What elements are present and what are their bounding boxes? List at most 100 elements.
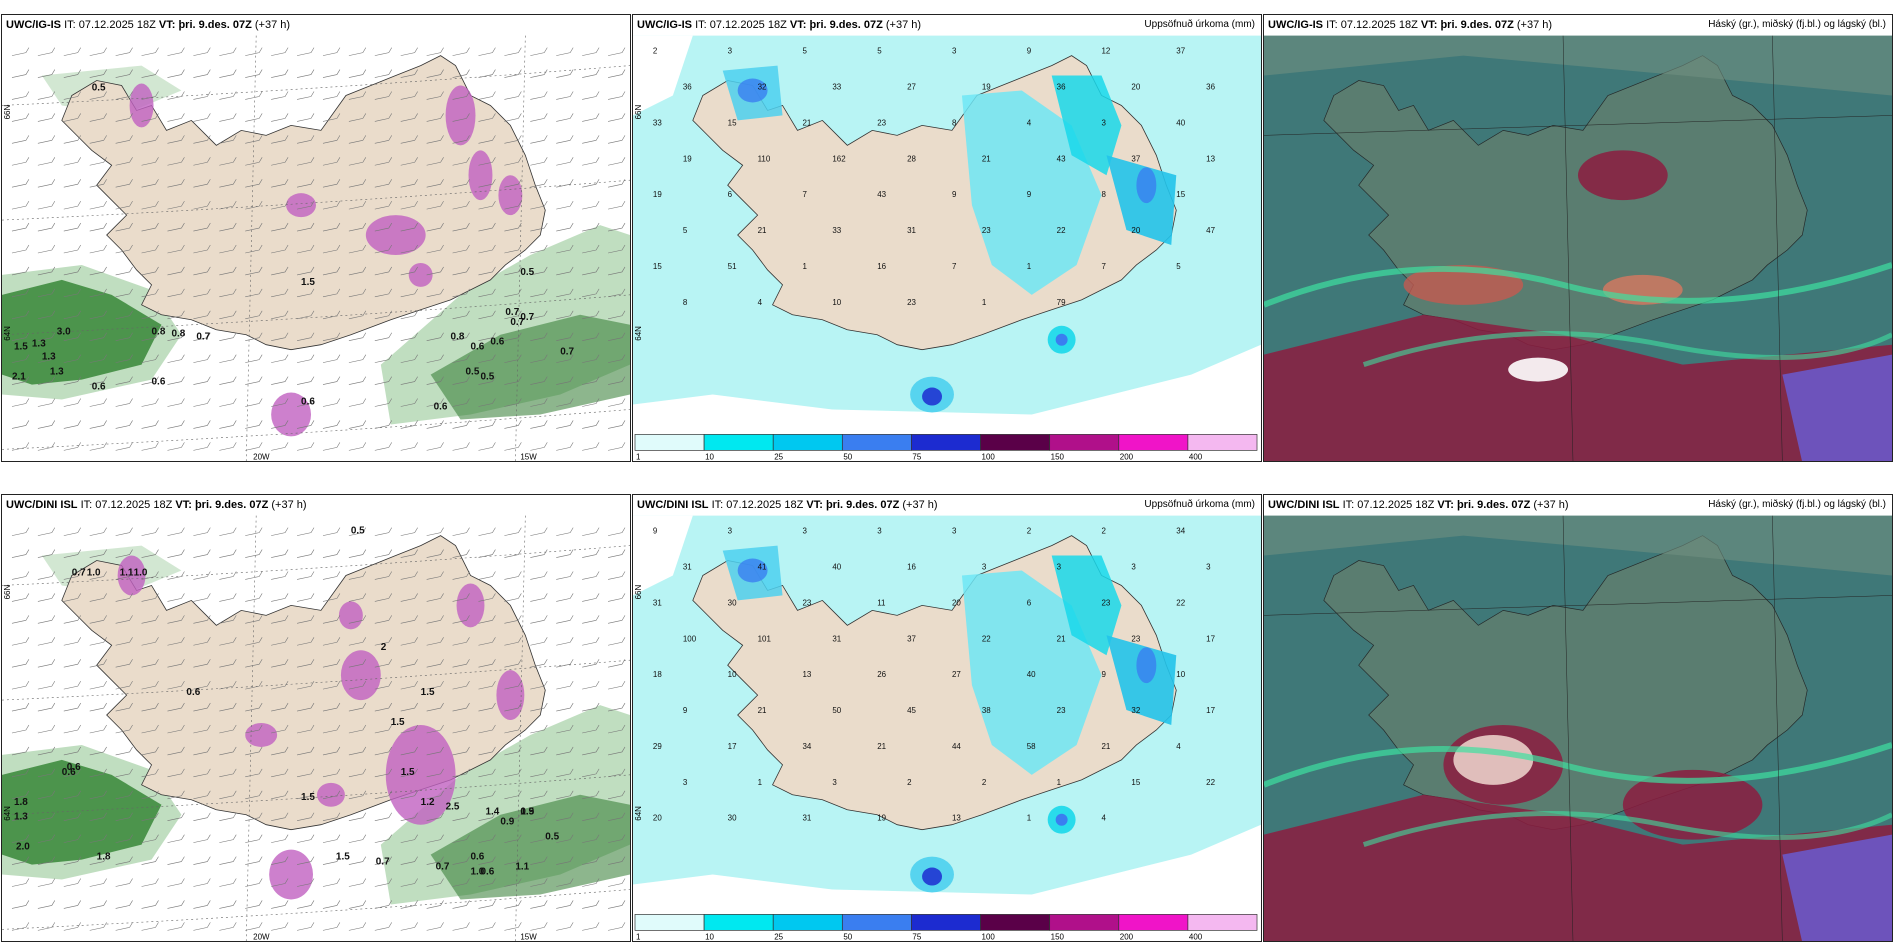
wind-barb <box>426 135 444 144</box>
legend-tick-label: 1 <box>636 452 641 461</box>
wind-barb <box>271 527 289 536</box>
precip-value-label: 37 <box>1131 154 1140 163</box>
wind-barb <box>63 659 82 668</box>
wind-barb <box>296 746 315 756</box>
wind-barb <box>400 680 418 690</box>
precip-value-label: 36 <box>1057 83 1066 92</box>
precip-value-label: 17 <box>1206 706 1215 715</box>
wind-barb <box>374 680 393 690</box>
dry-sea-area <box>633 515 693 596</box>
wind-barb <box>141 571 159 580</box>
wind-barb <box>556 398 574 407</box>
wind-barb <box>37 878 56 887</box>
wind-barb <box>271 659 289 668</box>
wind-barb <box>11 593 30 602</box>
legend-tick-label: 25 <box>774 932 783 941</box>
wind-value-label: 1.5 <box>391 717 405 728</box>
wind-barb <box>89 179 107 188</box>
wind-barb <box>452 746 470 756</box>
wind-barb <box>141 244 159 254</box>
wind-barb <box>193 222 211 232</box>
panel-header: UWC/DINI ISL IT: 07.12.2025 18Z VT: þri.… <box>1264 495 1892 515</box>
wind-barb <box>400 266 418 276</box>
wind-barb <box>348 420 367 429</box>
wind-barb <box>296 69 315 78</box>
precip-value-label: 3 <box>1057 563 1062 572</box>
wind-barb <box>89 549 107 558</box>
latitude-line <box>2 889 630 930</box>
wind-barb <box>530 135 548 144</box>
lat-label-bottom: 64N <box>634 326 643 341</box>
wind-barb <box>426 157 444 166</box>
mid-cloud-area <box>1782 354 1892 461</box>
wind-barb <box>478 834 496 843</box>
wind-barb <box>478 615 496 624</box>
wind-barb <box>167 746 185 756</box>
wind-barb <box>374 376 393 385</box>
wind-barb <box>89 900 107 909</box>
wind-barb <box>556 135 574 144</box>
wind-barb <box>115 659 133 668</box>
wind-barb <box>11 900 30 909</box>
precip-core <box>1055 333 1068 346</box>
wind-barb <box>582 91 600 100</box>
wind-barb <box>400 615 418 624</box>
vt-label: VT: <box>1420 19 1438 31</box>
wind-barb <box>63 527 82 536</box>
wind-barb <box>115 288 133 298</box>
wind-barb <box>452 900 470 909</box>
precip-value-label: 1 <box>1057 778 1062 787</box>
precip-blob <box>408 262 433 287</box>
wind-barb <box>478 593 496 602</box>
field-title: Uppsöfnuð úrkoma (mm) <box>1144 19 1255 30</box>
wind-barb <box>271 834 289 843</box>
wind-barb <box>582 113 600 122</box>
wind-barb <box>141 527 159 536</box>
wind-barb <box>426 768 444 778</box>
wind-barb <box>426 571 444 580</box>
wind-barb <box>452 113 470 122</box>
wind-barb <box>504 834 522 843</box>
wind-barb <box>296 310 315 320</box>
wind-barb <box>478 856 496 865</box>
wind-barb <box>322 812 341 822</box>
wind-barb <box>400 768 418 778</box>
wind-barb <box>530 332 548 342</box>
wind-barb <box>193 47 211 56</box>
wind-barb <box>271 702 289 712</box>
wind-barb <box>374 549 393 558</box>
precip-value-label: 3 <box>1206 563 1211 572</box>
wind-barb <box>478 702 496 712</box>
wind-barb <box>271 310 289 320</box>
wind-barb <box>608 922 626 931</box>
wind-barb <box>219 420 237 429</box>
wind-barb <box>530 354 548 363</box>
wind-barb <box>89 724 107 734</box>
wind-barb <box>63 354 82 363</box>
wind-barb <box>530 91 548 100</box>
wind-barb <box>11 834 30 843</box>
wind-value-label: 0.9 <box>500 817 514 828</box>
wind-barb <box>452 288 470 298</box>
precip-value-label: 4 <box>1102 814 1107 823</box>
wind-barb <box>582 266 600 276</box>
wind-barb <box>530 790 548 800</box>
wind-barb <box>608 200 626 210</box>
wind-value-label: 0.7 <box>436 862 450 873</box>
legend-swatch <box>772 434 843 451</box>
wind-barb <box>193 91 211 100</box>
wind-barb <box>115 442 133 451</box>
legend-tick-label: 25 <box>774 452 783 461</box>
wind-barb <box>374 420 393 429</box>
wind-barb <box>400 922 418 931</box>
wind-barb <box>167 878 185 887</box>
wind-barb <box>219 113 237 122</box>
wind-barb <box>193 354 211 363</box>
wind-barb <box>193 571 211 580</box>
wind-barb <box>322 702 341 712</box>
precip-value-label: 23 <box>802 598 811 607</box>
panel-header: UWC/IG-IS IT: 07.12.2025 18Z VT: þri. 9.… <box>1264 15 1892 35</box>
wind-barb <box>478 222 496 232</box>
wind-barb <box>37 768 56 778</box>
wind-barb <box>608 288 626 298</box>
